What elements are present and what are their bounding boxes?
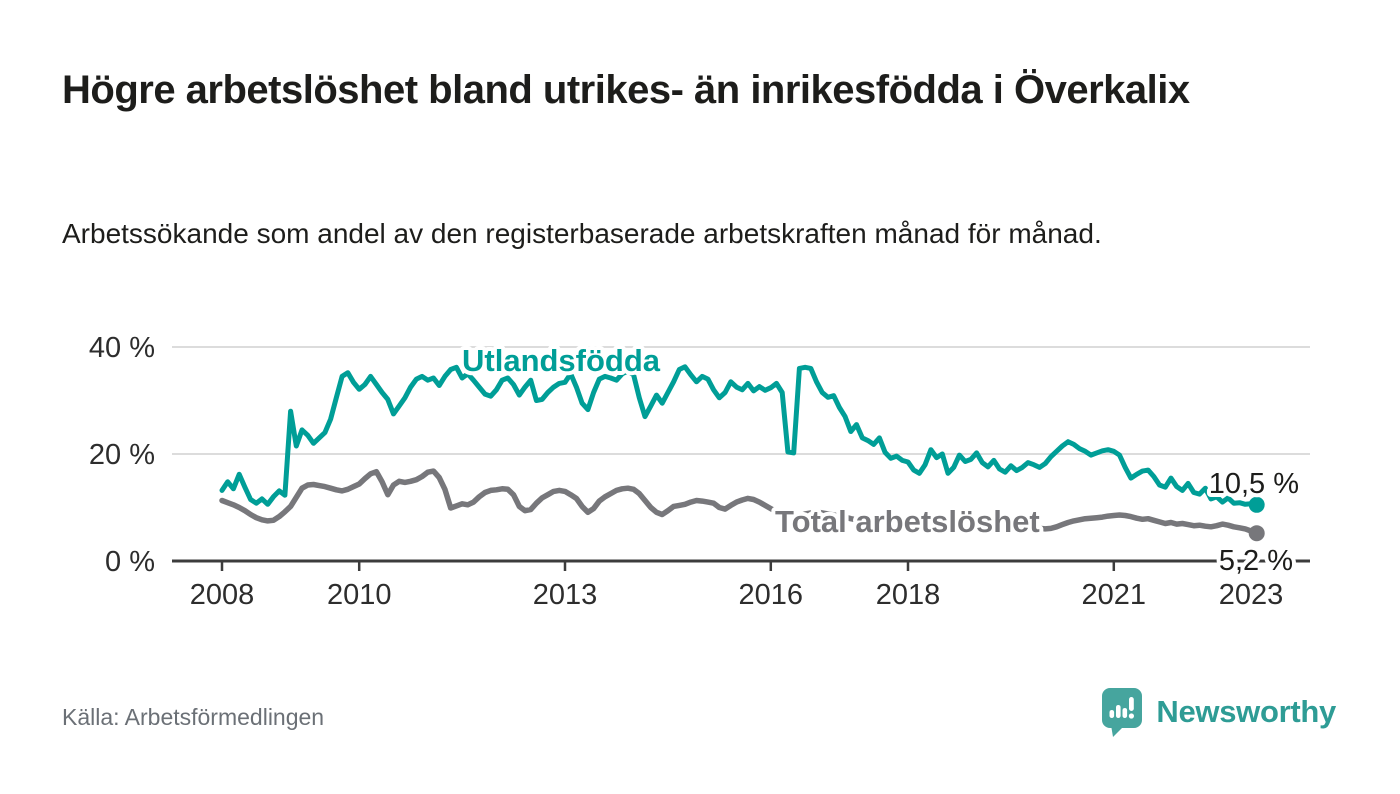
y-tick-label: 20 % xyxy=(89,439,155,471)
series-end-dot-1 xyxy=(1248,525,1265,542)
x-tick-label: 2008 xyxy=(190,579,255,611)
x-tick-label: 2013 xyxy=(533,579,598,611)
chart-subtitle: Arbetssökande som andel av den registerb… xyxy=(62,218,1102,249)
x-tick-label: 2010 xyxy=(327,579,392,611)
series-lines xyxy=(219,364,1265,542)
x-axis-labels: 2008 2010 2013 2016 2018 2021 2023 xyxy=(190,579,1284,611)
page-title: Högre arbetslöshet bland utrikes- än inr… xyxy=(62,68,1190,112)
y-axis-labels: 0 % 20 % 40 % xyxy=(89,332,155,578)
series-label-total-arbetsloshet: Total arbetslöshet xyxy=(775,504,1040,539)
brand-lockup: Newsworthy xyxy=(1098,686,1336,738)
bar-chart-speech-bubble-icon xyxy=(1102,688,1143,737)
source-note: Källa: Arbetsförmedlingen xyxy=(62,704,325,730)
y-tick-label: 40 % xyxy=(89,332,155,364)
axis-ticks xyxy=(220,562,1253,571)
gridlines xyxy=(172,346,1310,455)
x-tick-label: 2018 xyxy=(876,579,941,611)
series-label-utlandsfodda: Utlandsfödda xyxy=(462,343,661,378)
x-tick-label: 2021 xyxy=(1082,579,1147,611)
x-tick-label: 2016 xyxy=(739,579,804,611)
end-value-label-total: 5,2 % xyxy=(1219,545,1293,577)
series-line-1 xyxy=(219,468,1260,536)
series-line-0 xyxy=(219,364,1260,508)
x-tick-label: 2023 xyxy=(1219,579,1284,611)
y-tick-label: 0 % xyxy=(105,546,155,578)
end-value-label-utlandsfodda: 10,5 % xyxy=(1209,468,1299,500)
series-end-dot-0 xyxy=(1248,496,1265,513)
brand-name: Newsworthy xyxy=(1156,694,1336,729)
